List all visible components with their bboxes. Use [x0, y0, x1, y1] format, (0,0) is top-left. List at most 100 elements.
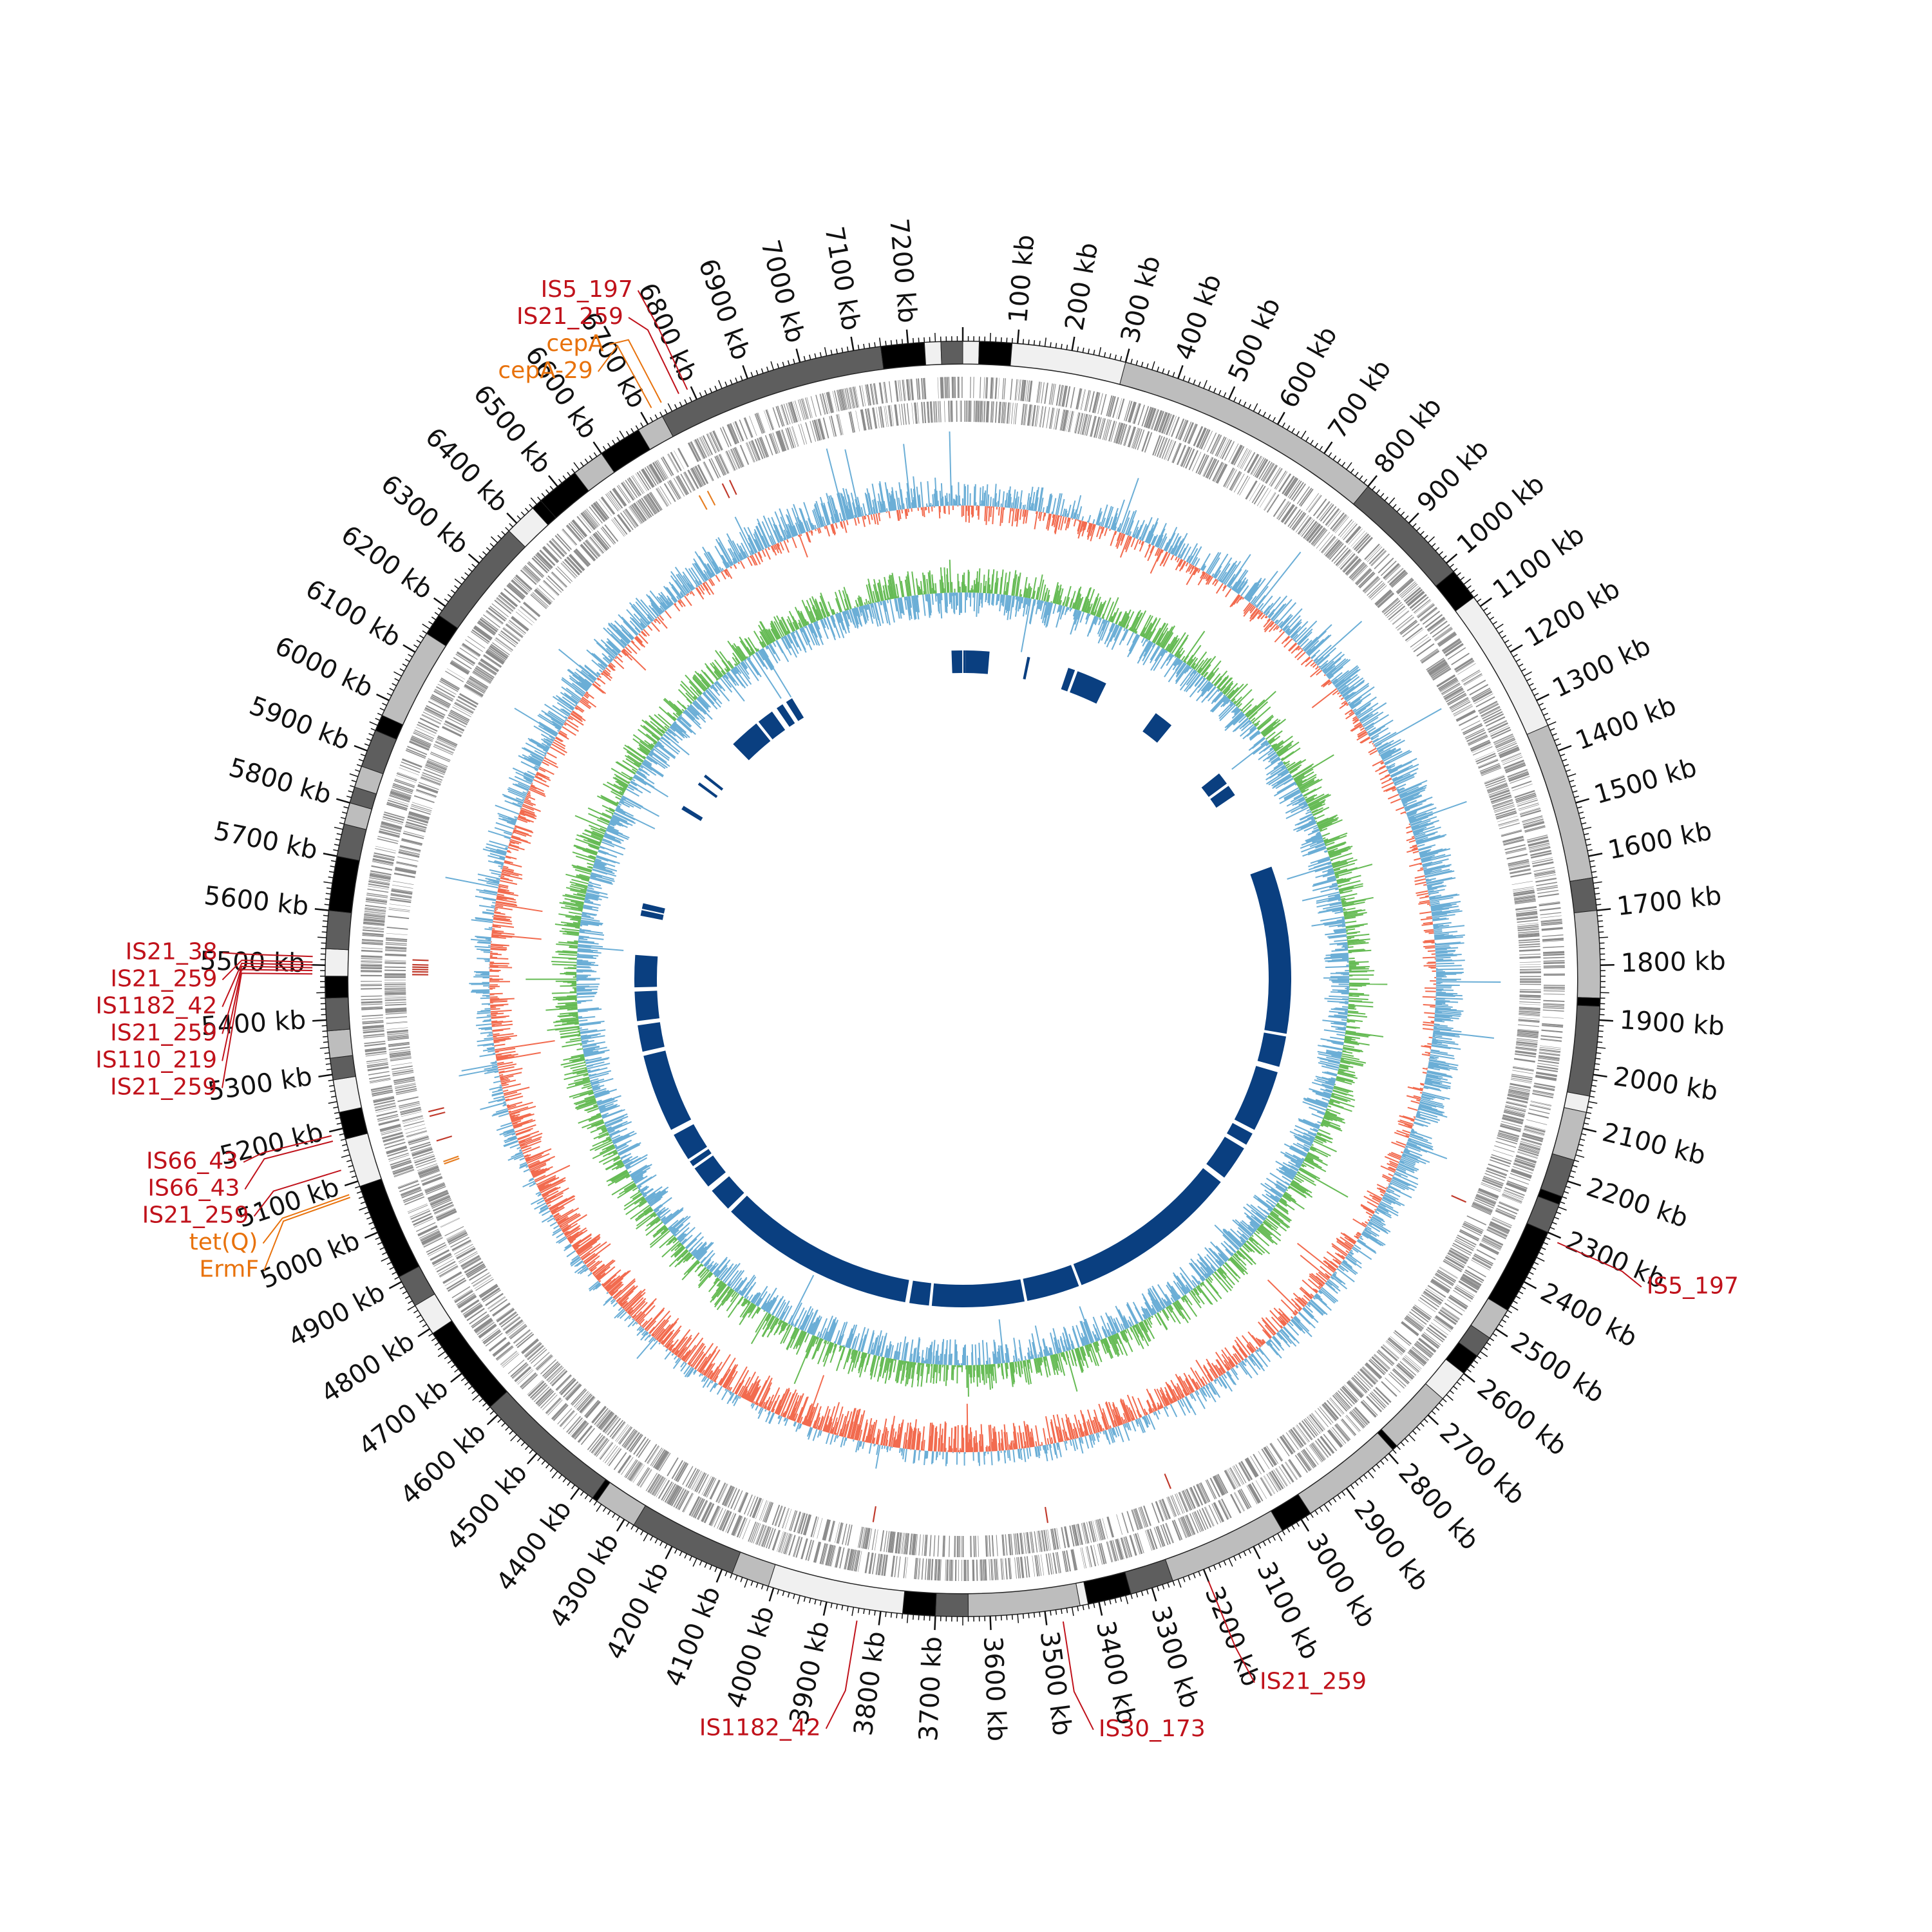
tick-mark	[819, 1600, 822, 1606]
gene-block	[378, 1118, 399, 1124]
gene-block	[883, 1555, 887, 1577]
gene-block	[1375, 590, 1392, 606]
gene-block	[1472, 1256, 1492, 1268]
gene-block	[1269, 1443, 1282, 1462]
gene-block	[368, 886, 389, 890]
gene-block	[1528, 842, 1550, 849]
tick-mark	[1545, 1236, 1551, 1240]
gene-block	[682, 1466, 694, 1485]
gene-block	[1518, 935, 1540, 938]
gene-block	[696, 1473, 707, 1493]
annotation-leader-line	[222, 972, 313, 1088]
gene-block	[649, 464, 662, 483]
tick-mark	[1585, 838, 1591, 841]
gene-block	[1436, 674, 1455, 687]
gene-block	[784, 1533, 791, 1555]
gene-block	[719, 427, 730, 448]
gene-block	[754, 439, 764, 460]
tick-mark	[336, 833, 342, 835]
gene-block	[863, 1528, 868, 1549]
tick-mark	[330, 860, 337, 862]
gene-block	[413, 1216, 433, 1226]
gene-block	[995, 401, 998, 423]
gene-block	[1182, 421, 1192, 442]
gene-block	[1361, 1368, 1377, 1383]
gene-block	[1502, 1115, 1524, 1122]
gene-block	[1523, 820, 1544, 828]
annotation-leader-line	[222, 952, 313, 958]
tick-mark	[1267, 414, 1271, 420]
gene-block	[1543, 956, 1565, 959]
gene-block	[1137, 1533, 1144, 1553]
tick-mark	[793, 1593, 795, 1599]
gene-block	[1519, 983, 1541, 985]
gene-block	[1517, 924, 1539, 927]
tick-mark	[1510, 1305, 1519, 1311]
gene-block	[1537, 1063, 1559, 1067]
gene-block	[590, 536, 604, 553]
gene-block	[1478, 701, 1497, 712]
gene-block	[410, 1210, 431, 1220]
tick-mark	[684, 1553, 688, 1559]
gene-block	[517, 1370, 534, 1385]
gene-block	[1482, 1238, 1502, 1249]
annotation-leader-line	[222, 965, 313, 1034]
gene-block	[427, 1189, 448, 1199]
gene-block	[390, 1158, 411, 1166]
gene-block	[1041, 1530, 1046, 1551]
gene-block	[1519, 1012, 1540, 1015]
gene-block	[1389, 570, 1406, 586]
tick-mark	[471, 1390, 477, 1394]
gene-block	[1225, 1470, 1236, 1490]
gene-block	[731, 1515, 741, 1535]
gene-block	[1461, 1275, 1481, 1287]
gene-block	[690, 468, 701, 488]
gene-block	[427, 759, 448, 769]
gene-block	[915, 402, 918, 424]
gene-block	[745, 442, 754, 463]
gene-block	[385, 950, 407, 952]
gene-block	[1406, 1314, 1425, 1329]
gene-block	[585, 1401, 601, 1419]
gene-block	[546, 543, 562, 560]
gene-block	[446, 1277, 466, 1290]
gene-block	[388, 1043, 410, 1047]
gene-block	[1354, 568, 1370, 584]
gene-block	[458, 1251, 477, 1263]
gene-block	[901, 403, 905, 425]
gene-block	[1543, 985, 1565, 987]
gene-block	[1175, 1493, 1184, 1514]
gene-block	[1482, 1180, 1502, 1189]
gene-block	[1387, 1338, 1405, 1354]
tick-mark	[1093, 1602, 1095, 1608]
gene-block	[520, 606, 537, 621]
gene-block	[444, 1274, 464, 1287]
gene-block	[535, 1354, 552, 1369]
gene-block	[453, 1241, 472, 1252]
gene-block	[469, 1311, 488, 1325]
tick-mark	[434, 612, 440, 616]
gene-block	[1123, 1537, 1130, 1558]
gene-block	[444, 721, 464, 732]
gene-block	[1490, 792, 1511, 800]
gene-block	[391, 1161, 412, 1170]
gene-block	[405, 1127, 426, 1134]
gene-block	[751, 1522, 760, 1543]
gene-block	[549, 540, 565, 557]
gene-block	[447, 1231, 467, 1242]
gene-block	[1497, 1205, 1518, 1215]
gene-block	[524, 566, 540, 582]
gene-block	[1540, 915, 1562, 918]
annotation-leader-line	[263, 1197, 351, 1271]
gene-block	[1353, 533, 1369, 550]
gene-block	[416, 789, 437, 797]
gene-block	[848, 387, 853, 409]
gene-block	[644, 1444, 658, 1463]
tick-mark	[635, 1527, 639, 1533]
gene-block	[362, 932, 384, 935]
gene-block	[1347, 1381, 1363, 1397]
tick-mark	[314, 908, 329, 911]
gene-block	[1062, 385, 1067, 407]
gene-block	[757, 412, 766, 433]
gene-block	[829, 392, 835, 413]
